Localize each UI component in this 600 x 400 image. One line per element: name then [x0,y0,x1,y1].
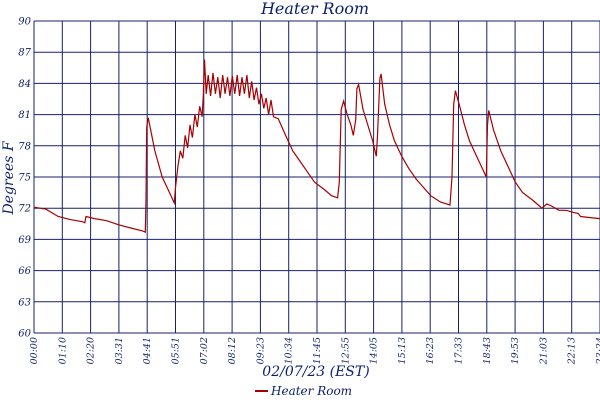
x-tick-label: 01:10 [57,337,68,364]
y-tick-label: 66 [18,266,31,277]
x-tick-label: 15:13 [397,337,408,364]
x-tick-label: 23:24 [595,337,600,365]
y-tick-label: 69 [18,235,31,246]
x-tick-labels: 00:00 01:10 02:20 03:31 04:41 05:51 07:02 08:12… [29,337,600,365]
legend: Heater Room [255,384,352,398]
y-axis-label: Degrees F [1,140,17,215]
x-tick-label: 08:12 [227,337,238,364]
y-tick-label: 60 [18,329,31,340]
x-axis-label: 02/07/23 (EST) [262,364,369,380]
y-tick-label: 63 [18,297,31,308]
x-tick-label: 18:43 [482,337,493,364]
x-tick-label: 07:02 [199,337,210,364]
x-tick-label: 19:53 [510,337,521,364]
y-tick-label: 87 [18,48,31,59]
x-tick-label: 04:41 [142,337,153,364]
x-tick-label: 05:51 [171,337,182,364]
x-tick-label: 16:23 [425,337,436,364]
y-tick-label: 72 [18,204,31,215]
y-tick-labels: 60 63 66 69 72 75 78 81 84 87 90 [18,17,31,340]
y-tick-label: 90 [18,17,31,28]
x-tick-label: 09:23 [255,337,266,364]
x-tick-label: 03:31 [114,337,125,364]
x-tick-label: 10:34 [284,337,295,364]
x-tick-label: 21:03 [538,337,549,365]
legend-label: Heater Room [270,384,352,398]
x-tick-label: 02:20 [86,337,97,364]
x-tick-label: 14:05 [369,337,380,364]
x-tick-label: 12:55 [340,337,351,364]
series-line-heater-room [33,59,600,233]
x-tick-label: 17:33 [454,337,465,364]
x-tick-label: 22:13 [567,337,578,365]
y-tick-label: 81 [18,110,31,121]
chart-title: Heater Room [260,0,369,18]
x-tick-label: 00:00 [29,337,40,364]
y-tick-label: 78 [18,141,31,152]
grid [33,20,600,334]
x-tick-label: 11:45 [312,337,323,364]
y-tick-label: 84 [18,79,31,90]
y-tick-label: 75 [18,173,31,184]
